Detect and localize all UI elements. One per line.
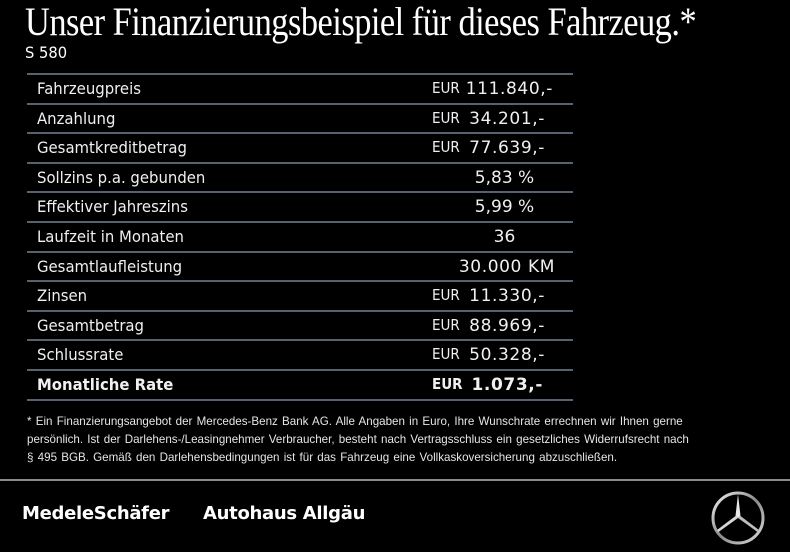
model-name: S 580 <box>25 43 68 62</box>
table-row-anzahlung: Anzahlung EUR 34.201,- <box>27 105 573 135</box>
table-row-zinsen: Zinsen EUR 11.330,- <box>27 282 573 312</box>
mercedes-star-icon <box>708 488 768 552</box>
dealer-logo-autohaus-allgaeu: Autohaus Allgäu <box>203 503 366 524</box>
footer-divider <box>0 479 790 481</box>
table-row-gesamtbetrag: Gesamtbetrag EUR 88.969,- <box>27 312 573 342</box>
row-value: 36 <box>493 226 516 247</box>
table-row-fahrzeugpreis: Fahrzeugpreis EUR 111.840,- <box>27 75 573 105</box>
row-currency: EUR <box>432 108 460 127</box>
row-value: 11.330,- <box>469 286 545 307</box>
table-row-monatliche-rate: Monatliche Rate EUR 1.073,- <box>27 371 573 401</box>
table-row-sollzins: Sollzins p.a. gebunden 5,83 % <box>27 164 573 194</box>
row-value: 50.328,- <box>469 345 545 366</box>
row-value: 77.639,- <box>469 138 545 159</box>
row-label: Gesamtbetrag <box>37 315 145 335</box>
row-label: Effektiver Jahreszins <box>37 197 188 217</box>
disclaimer-line-1: * Ein Finanzierungsangebot der Mercedes-… <box>27 415 683 428</box>
row-value: 111.840,- <box>465 79 553 99</box>
row-value: 1.073,- <box>471 374 543 395</box>
row-currency: EUR <box>432 315 460 334</box>
row-value: 30.000 KM <box>458 256 555 277</box>
row-value: 34.201,- <box>469 108 545 129</box>
table-row-gesamtkreditbetrag: Gesamtkreditbetrag EUR 77.639,- <box>27 134 573 164</box>
disclaimer-text: * Ein Finanzierungsangebot der Mercedes-… <box>27 413 777 467</box>
row-label: Gesamtlaufleistung <box>37 256 183 276</box>
row-label: Anzahlung <box>37 108 116 128</box>
disclaimer-line-2: persönlich. Ist der Darlehens-/Leasingne… <box>27 433 689 446</box>
row-label: Zinsen <box>37 286 88 306</box>
row-currency: EUR <box>432 138 460 157</box>
row-currency: EUR <box>432 374 463 393</box>
row-label: Schlussrate <box>37 345 124 365</box>
table-row-effektiver-jahreszins: Effektiver Jahreszins 5,99 % <box>27 193 573 223</box>
financing-table: Fahrzeugpreis EUR 111.840,- Anzahlung EU… <box>27 73 573 401</box>
row-label: Fahrzeugpreis <box>37 79 141 98</box>
table-row-gesamtlaufleistung: Gesamtlaufleistung 30.000 KM <box>27 253 573 283</box>
row-currency: EUR <box>432 345 460 364</box>
disclaimer-line-3: § 495 BGB. Gemäß den Darlehensbedingunge… <box>27 451 618 464</box>
page-title: Unser Finanzierungsbeispiel für dieses F… <box>25 0 697 44</box>
table-row-laufzeit: Laufzeit in Monaten 36 <box>27 223 573 253</box>
row-currency: EUR <box>432 79 460 97</box>
row-label: Gesamtkreditbetrag <box>37 138 187 158</box>
row-label: Sollzins p.a. gebunden <box>37 167 206 187</box>
row-currency: EUR <box>432 286 460 305</box>
row-label: Monatliche Rate <box>37 374 174 394</box>
dealer-logo-medeleschaefer: MedeleSchäfer <box>22 503 170 524</box>
row-label: Laufzeit in Monaten <box>37 226 184 246</box>
row-value: 5,99 % <box>474 197 535 218</box>
row-value: 88.969,- <box>469 315 545 336</box>
row-value: 5,83 % <box>474 167 535 188</box>
table-row-schlussrate: Schlussrate EUR 50.328,- <box>27 341 573 371</box>
